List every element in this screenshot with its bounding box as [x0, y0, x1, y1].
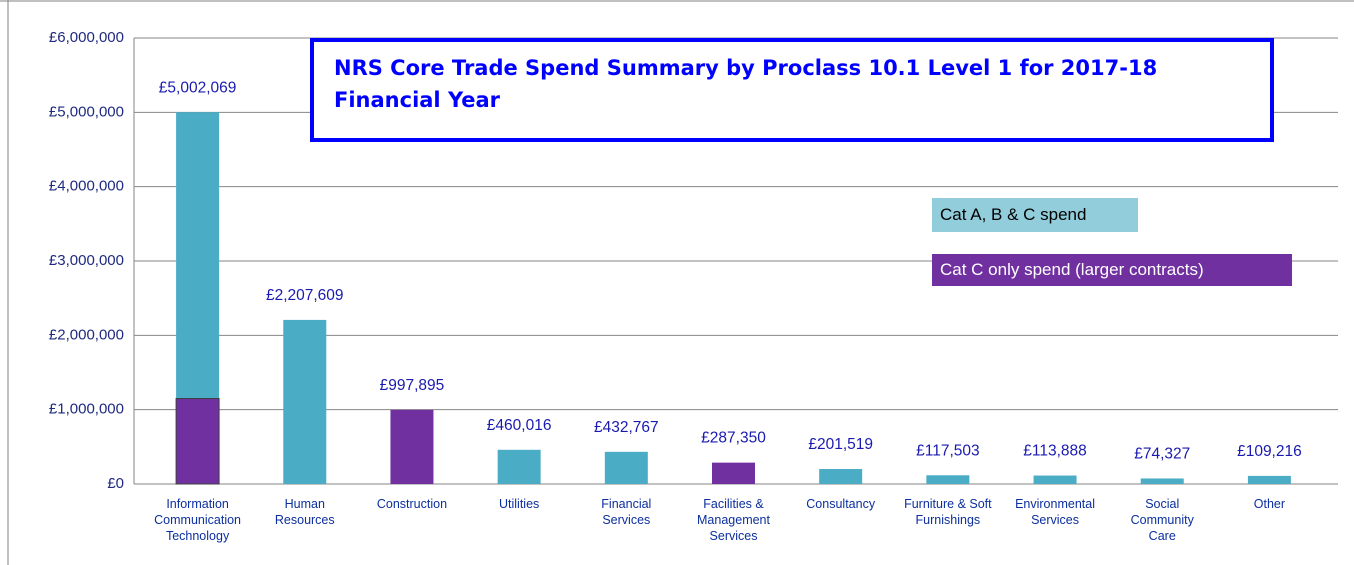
- x-tick-label: Facilities & Management Services: [697, 497, 770, 543]
- y-tick-label: £4,000,000: [49, 178, 124, 195]
- bar: [283, 319, 327, 484]
- x-tick-label: Utilities: [499, 497, 539, 511]
- y-tick-label: £3,000,000: [49, 252, 124, 269]
- x-tick-label-line: Human: [285, 497, 325, 511]
- x-tick-label-line: Services: [602, 513, 650, 527]
- y-tick-label: £1,000,000: [49, 401, 124, 418]
- data-label: £287,350: [701, 430, 766, 447]
- x-tick-label: Human Resources: [275, 497, 335, 527]
- x-tick-label: Consultancy: [806, 497, 876, 511]
- data-label: £5,002,069: [159, 79, 237, 96]
- x-tick-label-line: Services: [1031, 513, 1079, 527]
- y-tick-label: £6,000,000: [49, 29, 124, 46]
- data-label: £113,888: [1023, 443, 1087, 460]
- data-label: £117,503: [916, 442, 980, 459]
- x-tick-label: Social Community Care: [1131, 497, 1195, 543]
- bar: [1247, 475, 1291, 484]
- x-tick-label-line: Furnishings: [916, 513, 981, 527]
- x-tick-label-line: Utilities: [499, 497, 539, 511]
- x-tick-label: Other: [1254, 497, 1285, 511]
- x-tick-label-line: Consultancy: [806, 497, 876, 511]
- legend-entry: Cat A, B & C spend: [932, 198, 1138, 232]
- legend-entry: Cat C only spend (larger contracts): [932, 254, 1292, 286]
- bar: [926, 475, 970, 484]
- bar: [175, 398, 220, 485]
- y-tick-label: £0: [107, 475, 124, 492]
- bar: [604, 451, 648, 484]
- data-label: £997,895: [380, 377, 445, 394]
- x-tick-label-line: Information: [166, 497, 229, 511]
- x-tick-label: Furniture & Soft Furnishings: [904, 497, 992, 527]
- data-label: £432,767: [594, 419, 659, 436]
- x-tick-label-line: Communication: [154, 513, 241, 527]
- bar: [1140, 478, 1184, 484]
- x-tick-label: Information Communication Technology: [154, 497, 241, 543]
- x-tick-label-line: Resources: [275, 513, 335, 527]
- bar: [819, 469, 863, 484]
- bar: [712, 462, 755, 484]
- x-tick-label-line: Community: [1131, 513, 1195, 527]
- x-tick-label-line: Facilities &: [703, 497, 764, 511]
- x-tick-label-line: Environmental: [1015, 497, 1095, 511]
- x-tick-label: Environmental Services: [1015, 497, 1095, 527]
- y-tick-label: £2,000,000: [49, 326, 124, 343]
- x-tick-label-line: Technology: [166, 529, 230, 543]
- x-tick-label: Financial Services: [601, 497, 651, 527]
- x-tick-label: Construction: [377, 497, 447, 511]
- x-tick-label-line: Construction: [377, 497, 447, 511]
- data-label: £460,016: [487, 417, 552, 434]
- data-label: £109,216: [1237, 443, 1302, 460]
- bar: [1033, 475, 1077, 484]
- y-tick-label: £5,000,000: [49, 103, 124, 120]
- x-tick-label-line: Financial: [601, 497, 651, 511]
- x-tick-label-line: Services: [710, 529, 758, 543]
- chart-title: NRS Core Trade Spend Summary by Proclass…: [310, 38, 1274, 142]
- x-tick-label-line: Other: [1254, 497, 1285, 511]
- x-tick-label-line: Furniture & Soft: [904, 497, 992, 511]
- data-label: £201,519: [808, 436, 873, 453]
- x-tick-label-line: Social: [1145, 497, 1179, 511]
- bar: [497, 449, 541, 484]
- x-tick-label-line: Management: [697, 513, 770, 527]
- data-label: £74,327: [1134, 446, 1190, 463]
- x-tick-label-line: Care: [1149, 529, 1176, 543]
- data-label: £2,207,609: [266, 287, 344, 304]
- bar: [390, 409, 434, 484]
